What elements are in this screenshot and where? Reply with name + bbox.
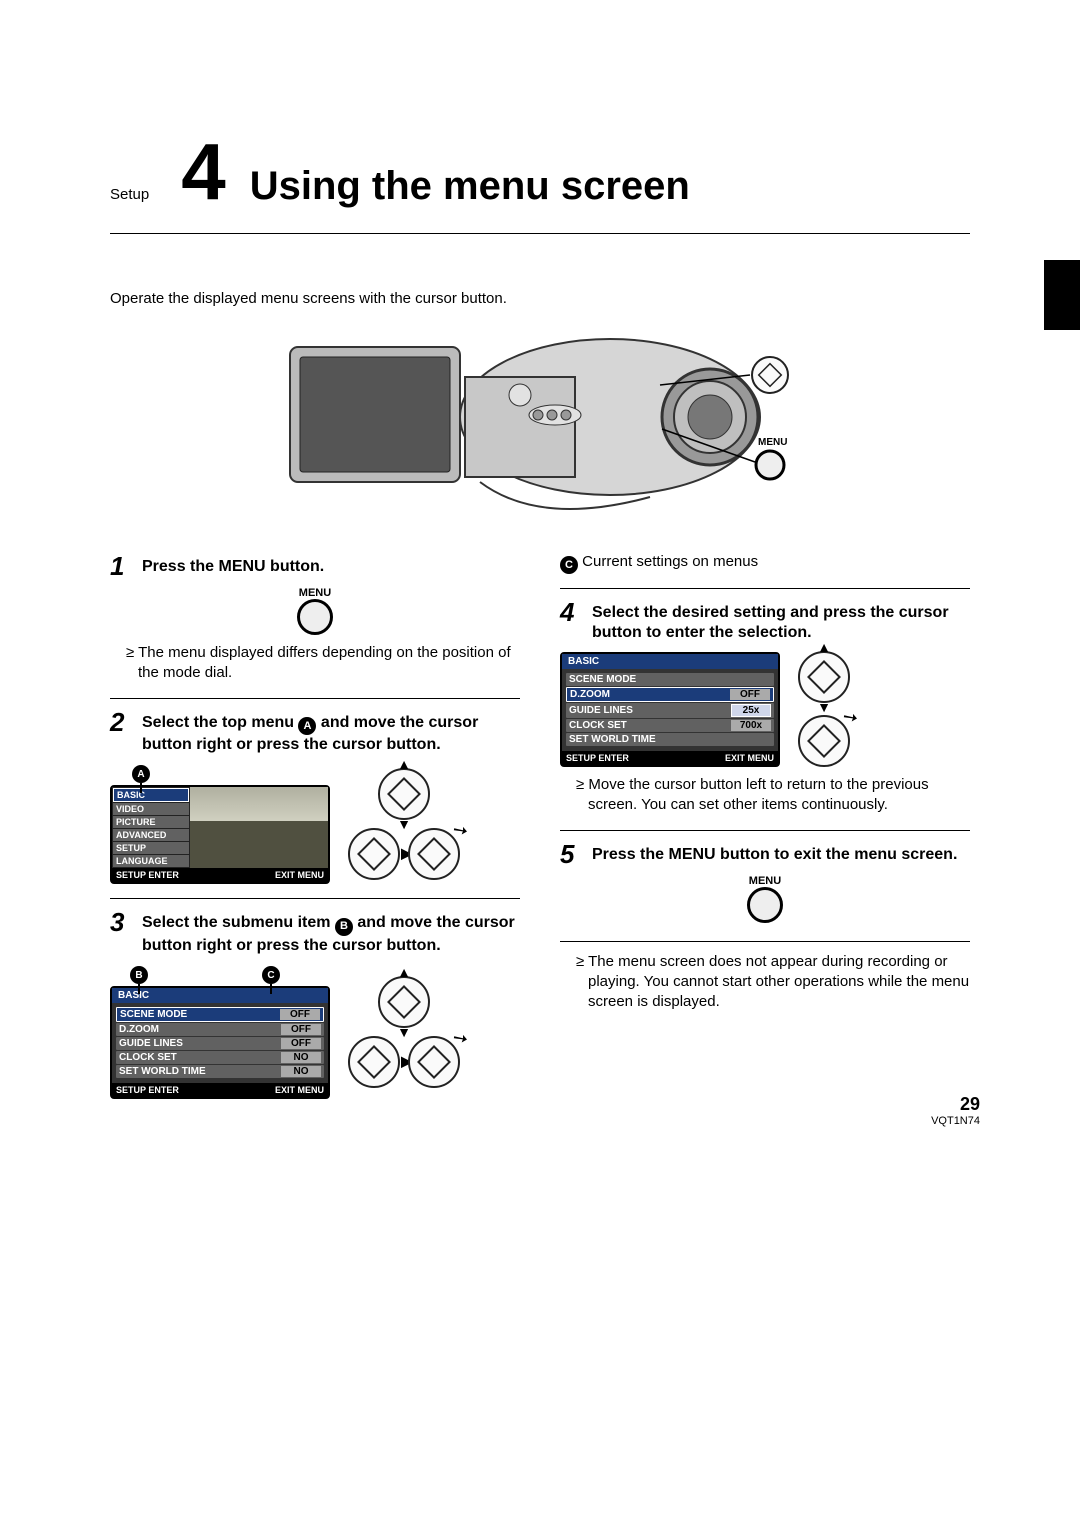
cursor-pad-icon: ➘: [798, 715, 850, 767]
step-num: 5: [560, 841, 582, 867]
menu-button-illus: MENU: [560, 875, 970, 927]
step-2: 2 Select the top menu A and move the cur…: [110, 709, 520, 756]
note-list: The menu screen does not appear during r…: [576, 952, 970, 1013]
marker-c-icon: C: [560, 556, 578, 574]
step-5: 5 Press the MENU button to exit the menu…: [560, 841, 970, 867]
marker-c: C: [262, 966, 280, 994]
menu-item: VIDEO: [113, 803, 189, 815]
divider: [110, 698, 520, 699]
menu-button-icon: [297, 599, 333, 635]
page-footer: 29 VQT1N74: [931, 1094, 980, 1127]
foot-right: EXIT MENU: [275, 870, 324, 880]
menu-item: SETUP: [113, 842, 189, 854]
intro-text: Operate the displayed menu screens with …: [110, 290, 970, 307]
step-text: Press the MENU button.: [142, 553, 324, 579]
page-number: 29: [931, 1094, 980, 1115]
menu-button-illus: MENU: [110, 587, 520, 639]
chapter-header: Setup 4 Using the menu screen: [110, 140, 970, 234]
note-item: The menu screen does not appear during r…: [576, 952, 970, 1013]
divider: [110, 898, 520, 899]
menu-screen: A BASIC VIDEO PICTURE ADVANCED SETUP LAN…: [110, 785, 330, 884]
note-list: The menu displayed differs depending on …: [126, 643, 520, 684]
menu-item: BASIC: [113, 788, 189, 802]
cursor-pad-icon: ▲▼: [378, 768, 430, 820]
section-tab: [1044, 260, 1080, 330]
menu-item: LANGUAGE: [113, 855, 189, 867]
step-4: 4 Select the desired setting and press t…: [560, 599, 970, 643]
foot-right: EXIT MENU: [725, 753, 774, 763]
step-text: Select the submenu item B and move the c…: [142, 909, 520, 956]
marker-a-icon: A: [298, 717, 316, 735]
note-item: The menu displayed differs depending on …: [126, 643, 520, 684]
cursor-pad-icon: ▶: [348, 1036, 400, 1088]
note-list: Move the cursor button left to return to…: [576, 775, 970, 816]
callout-c: C Current settings on menus: [560, 553, 970, 574]
divider: [560, 588, 970, 589]
menu-label: MENU: [758, 437, 787, 448]
doc-id: VQT1N74: [931, 1115, 980, 1127]
divider: [560, 941, 970, 942]
cursor-pad-icon: ▶: [348, 828, 400, 880]
right-column: C Current settings on menus 4 Select the…: [560, 547, 970, 1107]
step-text: Select the top menu A and move the curso…: [142, 709, 520, 756]
cursor-pad-icon: ➘: [408, 828, 460, 880]
foot-left: SETUP ENTER: [116, 1085, 179, 1095]
page-title: Using the menu screen: [250, 164, 690, 209]
screen-header: BASIC: [568, 656, 599, 667]
cursor-pad-icon: ➘: [408, 1036, 460, 1088]
marker-b-icon: B: [335, 918, 353, 936]
step-text: Press the MENU button to exit the menu s…: [592, 841, 957, 867]
cursor-pad-icon: ▲▼: [378, 976, 430, 1028]
screenshot-step3: B C BASIC SCENE MODEOFF D.ZOOMOFF GUIDE …: [110, 964, 520, 1099]
menu-label: MENU: [560, 875, 970, 887]
step-3: 3 Select the submenu item B and move the…: [110, 909, 520, 956]
cursor-pad-icon: ▲▼: [798, 651, 850, 703]
step-text: Select the desired setting and press the…: [592, 599, 970, 643]
step-num: 4: [560, 599, 582, 643]
menu-item: ADVANCED: [113, 829, 189, 841]
screenshot-step4: BASIC SCENE MODE D.ZOOMOFF GUIDE LINES25…: [560, 651, 970, 767]
menu-button-icon: [747, 887, 783, 923]
step-1: 1 Press the MENU button.: [110, 553, 520, 579]
menu-label: MENU: [110, 587, 520, 599]
screenshot-step2: A BASIC VIDEO PICTURE ADVANCED SETUP LAN…: [110, 763, 520, 884]
menu-screen: BASIC SCENE MODE D.ZOOMOFF GUIDE LINES25…: [560, 652, 780, 767]
setup-label: Setup: [110, 186, 149, 203]
step-num: 1: [110, 553, 132, 579]
step-num: 2: [110, 709, 132, 756]
foot-right: EXIT MENU: [275, 1085, 324, 1095]
camera-illustration: MENU: [110, 317, 970, 531]
step-num: 3: [110, 909, 132, 956]
menu-item: PICTURE: [113, 816, 189, 828]
divider: [560, 830, 970, 831]
left-column: 1 Press the MENU button. MENU The menu d…: [110, 547, 520, 1107]
chapter-number: 4: [181, 140, 226, 204]
marker-b: B: [130, 966, 148, 994]
menu-screen: B C BASIC SCENE MODEOFF D.ZOOMOFF GUIDE …: [110, 986, 330, 1099]
marker-a: A: [132, 765, 150, 793]
note-item: Move the cursor button left to return to…: [576, 775, 970, 816]
foot-left: SETUP ENTER: [116, 870, 179, 880]
foot-left: SETUP ENTER: [566, 753, 629, 763]
